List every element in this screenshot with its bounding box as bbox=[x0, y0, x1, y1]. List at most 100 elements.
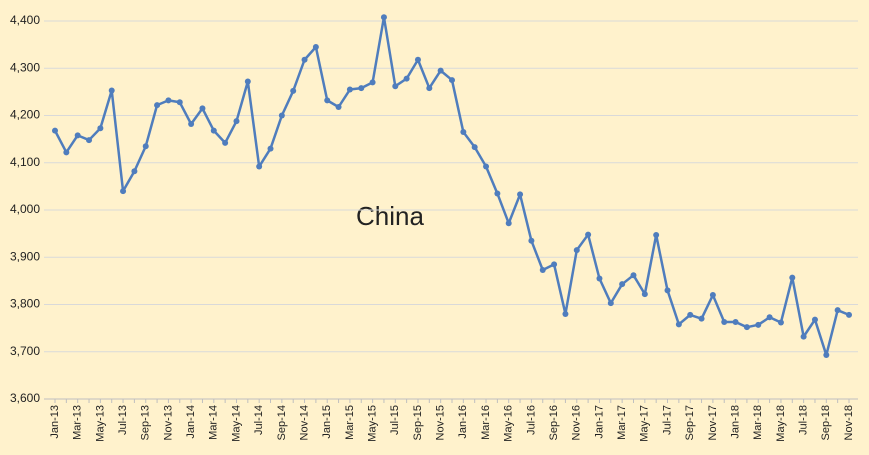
x-tick-label: Jan-16 bbox=[457, 405, 469, 439]
point bbox=[811, 316, 818, 323]
y-tick-label: 4,300 bbox=[10, 60, 40, 74]
point bbox=[97, 125, 104, 132]
point bbox=[664, 287, 671, 294]
x-tick-label: Nov-14 bbox=[298, 405, 310, 440]
x-tick-label: Sep-14 bbox=[276, 405, 288, 440]
x-tick-label: Jul-13 bbox=[117, 405, 129, 435]
x-tick-label: May-13 bbox=[94, 405, 106, 442]
point bbox=[176, 99, 183, 106]
x-tick-label: Jul-18 bbox=[798, 405, 810, 435]
y-tick-label: 4,100 bbox=[10, 155, 40, 169]
point bbox=[653, 232, 660, 239]
point bbox=[403, 75, 410, 82]
x-tick-label: May-14 bbox=[230, 405, 242, 442]
point bbox=[687, 311, 694, 318]
x-tick-label: Nov-13 bbox=[162, 405, 174, 440]
point bbox=[449, 77, 455, 84]
point bbox=[698, 315, 705, 322]
point bbox=[301, 56, 308, 63]
point bbox=[630, 272, 637, 279]
point bbox=[256, 163, 263, 170]
point bbox=[755, 321, 762, 328]
point bbox=[471, 144, 478, 151]
point bbox=[426, 85, 433, 92]
x-tick-label: Jul-17 bbox=[661, 405, 673, 435]
point bbox=[165, 97, 172, 104]
point bbox=[528, 237, 535, 244]
point bbox=[551, 261, 558, 268]
point bbox=[154, 102, 161, 109]
point bbox=[789, 274, 796, 281]
x-tick-label: Mar-16 bbox=[480, 405, 492, 440]
point bbox=[74, 132, 81, 139]
point bbox=[517, 191, 524, 198]
point bbox=[210, 127, 217, 134]
x-tick-label: Jan-15 bbox=[321, 405, 333, 439]
point bbox=[324, 97, 331, 104]
point bbox=[721, 318, 728, 325]
y-tick-label: 4,400 bbox=[10, 13, 40, 27]
x-tick-label: Sep-13 bbox=[140, 405, 152, 440]
x-tick-label: Jan-13 bbox=[49, 405, 61, 439]
x-tick-label: Nov-15 bbox=[435, 405, 447, 440]
point bbox=[278, 112, 285, 119]
point bbox=[131, 168, 138, 175]
x-tick-label: Mar-17 bbox=[616, 405, 628, 440]
point bbox=[358, 85, 365, 92]
point bbox=[460, 129, 467, 136]
point bbox=[346, 86, 353, 93]
x-tick-label: Sep-16 bbox=[548, 405, 560, 440]
y-tick-label: 3,900 bbox=[10, 249, 40, 263]
point bbox=[392, 83, 399, 90]
point bbox=[505, 220, 512, 227]
y-tick-label: 3,700 bbox=[10, 344, 40, 358]
x-tick-label: May-16 bbox=[503, 405, 515, 442]
point bbox=[120, 188, 127, 195]
point bbox=[312, 43, 319, 50]
point bbox=[585, 231, 592, 238]
x-tick-label: Nov-18 bbox=[843, 405, 855, 440]
x-tick-label: Jan-17 bbox=[593, 405, 605, 439]
x-tick-label: Mar-14 bbox=[208, 405, 220, 440]
x-tick-label: Jul-16 bbox=[525, 405, 537, 435]
y-tick-label: 3,600 bbox=[10, 391, 40, 405]
point bbox=[709, 292, 716, 299]
x-tick-label: Sep-17 bbox=[684, 405, 696, 440]
point bbox=[494, 190, 501, 197]
x-tick-label: May-15 bbox=[367, 405, 379, 442]
x-tick-label: Sep-15 bbox=[412, 405, 424, 440]
point bbox=[834, 307, 841, 314]
point bbox=[244, 78, 251, 85]
x-tick-label: Jul-14 bbox=[253, 405, 265, 435]
x-tick-label: Nov-16 bbox=[571, 405, 583, 440]
point bbox=[539, 267, 546, 274]
point bbox=[607, 300, 614, 307]
point bbox=[743, 324, 750, 331]
point bbox=[619, 281, 626, 288]
x-tick-label: Nov-17 bbox=[707, 405, 719, 440]
annotation: China bbox=[356, 201, 424, 231]
x-tick-label: May-18 bbox=[775, 405, 787, 442]
point bbox=[562, 310, 569, 317]
point bbox=[222, 139, 229, 146]
x-tick-label: Jul-15 bbox=[389, 405, 401, 435]
x-tick-label: Jan-14 bbox=[185, 405, 197, 439]
point bbox=[369, 79, 376, 86]
point bbox=[823, 352, 830, 359]
point bbox=[641, 291, 648, 298]
point bbox=[596, 275, 603, 282]
point bbox=[63, 149, 70, 156]
point bbox=[380, 14, 387, 21]
point bbox=[199, 105, 206, 112]
point bbox=[777, 319, 784, 326]
point bbox=[267, 145, 274, 152]
y-tick-label: 3,800 bbox=[10, 297, 40, 311]
x-tick-label: Mar-13 bbox=[72, 405, 84, 440]
point bbox=[108, 87, 115, 94]
point bbox=[335, 103, 342, 110]
point bbox=[800, 333, 807, 340]
x-tick-label: Sep-18 bbox=[820, 405, 832, 440]
point bbox=[766, 314, 773, 321]
